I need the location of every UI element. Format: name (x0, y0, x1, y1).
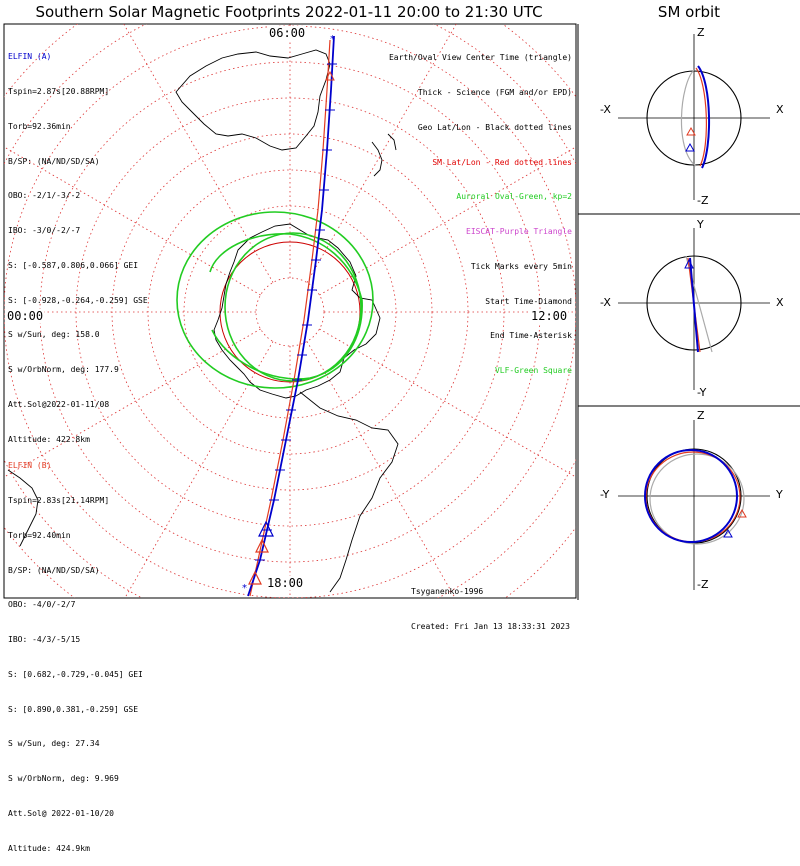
elfin-b-start-triangle (325, 70, 335, 81)
elfin-b-line: B/SP: (NA/ND/SD/SA) (8, 565, 100, 575)
sm-panel1-bottom-label: -Z (697, 194, 709, 207)
legend-item: Auroral Oval-Green, kp=2 (456, 192, 572, 202)
elfin-a-line: S: [-0.587,0.806,0.066] GEI (8, 260, 139, 270)
elfin-a-line: Altitude: 422.8km (8, 434, 90, 444)
mlt-label-bottom: 18:00 (266, 576, 305, 590)
sm-panel2-right-label: X (776, 296, 784, 309)
sm-panel-yz-elfin-a-orbit (644, 449, 738, 543)
elfin-b-line: IBO: -4/3/-5/15 (8, 635, 81, 645)
elfin-b-line: OBO: -4/0/-2/7 (8, 600, 76, 610)
sm-longitude-line (123, 24, 274, 283)
sm-longitude-line (306, 24, 457, 283)
elfin-a-line: Torb=92.36min (8, 121, 71, 131)
model-name: Tsyganenko-1996 (411, 587, 484, 597)
sm-panel-xz-elfin-b-orbit (695, 67, 707, 167)
sm-orbit-title: SM orbit (657, 3, 721, 21)
elfin-b-line: Att.Sol@ 2022-01-10/20 (8, 809, 114, 818)
south-america-coastline (299, 391, 399, 593)
elfin-b-end-triangle (248, 570, 262, 585)
track-tick-marks (255, 63, 337, 561)
elfin-b-name: ELFIN (B) (8, 461, 52, 471)
elfin-a-line: S w/OrbNorm, deg: 177.9 (8, 365, 119, 375)
new-zealand-coastline (371, 133, 397, 177)
elfin-a-line: B/SP: (NA/ND/SD/SA) (8, 156, 100, 166)
elfin-a-footprint-track (247, 35, 335, 597)
sm-panel3-left-label: -Y (600, 488, 610, 501)
elfin-b-line: Altitude: 424.9km (8, 843, 90, 853)
created-timestamp: Created: Fri Jan 13 18:33:31 2023 (411, 621, 570, 631)
sm-panel1-top-label: Z (697, 26, 705, 39)
australia-coastline (175, 49, 331, 151)
sm-panel1-left-label: -X (600, 103, 611, 116)
sm-panel1-right-label: X (776, 103, 784, 116)
footer: Tsyganenko-1996 Created: Fri Jan 13 18:3… (411, 563, 570, 644)
auroral-oval-mid (209, 233, 363, 380)
sm-panel3-right-label: Y (776, 488, 783, 501)
mlt-label-right: 12:00 (530, 309, 569, 323)
legend-item: Earth/Oval View Center Time (triangle) (388, 53, 572, 63)
sm-panel-xz-elfin-a-orbit (697, 65, 711, 169)
legend-item: End Time-Asterisk (490, 331, 572, 341)
elfin-a-line: S: [-0.928,-0.264,-0.259] GSE (8, 295, 148, 305)
plot-title: Southern Solar Magnetic Footprints 2022-… (35, 3, 543, 21)
elfin-a-line: Att.Sol@2022-01-11/08 (8, 400, 110, 409)
sm-longitude-line (319, 328, 576, 478)
elfin-b-line: S: [0.890,0.381,-0.259] GSE (8, 704, 139, 714)
sm-orbit-panel-yz (618, 420, 770, 590)
sm-panel2-left-label: -X (600, 296, 611, 309)
elfin-a-line: S w/Sun, deg: 158.0 (8, 330, 100, 340)
sm-panel-yz-earlier-orbit (649, 453, 745, 545)
elfin-b-line: S: [0.682,-0.729,-0.045] GEI (8, 669, 143, 679)
sm-longitude-line (306, 341, 456, 598)
legend-item: SM Lat/Lon - Red dotted lines (432, 157, 572, 167)
mlt-label-left: 00:00 (6, 309, 45, 323)
sm-panel-xz-earlier-orbit (680, 69, 697, 167)
sm-longitude-line (124, 341, 274, 598)
elfin-a-line: IBO: -3/0/-2/-7 (8, 226, 81, 236)
elfin-b-line: Torb=92.40min (8, 530, 71, 540)
elfin-a-view-center-triangle (258, 520, 274, 537)
elfin-b-line: S w/Sun, deg: 27.34 (8, 739, 100, 749)
legend-item: VLF-Green Square (494, 366, 572, 376)
elfin-b-line: Tspin=2.83s[21.14RPM] (8, 495, 110, 505)
legend-item: Geo Lat/Lon - Black dotted lines (417, 122, 572, 132)
auroral-oval-outer (176, 211, 374, 389)
elfin-a-start-asterisk: * (330, 34, 335, 45)
sm-longitude-line (319, 146, 576, 296)
sm-latitude-circle (255, 277, 325, 347)
auroral-oval-inner (224, 232, 362, 382)
mlt-label-top: 06:00 (268, 26, 307, 40)
elfin-a-line: OBO: -2/1/-3/-2 (8, 191, 81, 201)
legend-item: Start Time-Diamond (485, 296, 572, 306)
sm-orbit-panel-xy (618, 228, 770, 390)
sm-panel-xy-elfin-a-orbit (689, 257, 699, 353)
elfin-b-footprint-track (249, 39, 331, 597)
sm-longitude-line (4, 146, 261, 296)
sm-orbit-panel-xz (618, 34, 770, 200)
elfin-a-line: Tspin=2.87s[20.88RPM] (8, 86, 110, 96)
legend-item: EISCAT-Purple Triangle (466, 227, 572, 237)
sm-panel3-bottom-label: -Z (697, 578, 709, 591)
africa-coastline (7, 469, 39, 547)
elfin-a-name: ELFIN (A) (8, 52, 52, 62)
legend-item: Thick - Science (FGM and/or EPD) (417, 87, 572, 97)
sm-panel2-top-label: Y (697, 218, 704, 231)
sm-panel2-bottom-label: -Y (697, 386, 707, 399)
elfin-b-info: ELFIN (B) Tspin=2.83s[21.14RPM] Torb=92.… (8, 437, 143, 866)
legend-item: Tick Marks every 5min (470, 261, 572, 271)
elfin-b-view-center-triangle (255, 538, 269, 553)
elfin-a-info: ELFIN (A) Tspin=2.87s[20.88RPM] Torb=92.… (8, 28, 148, 457)
elfin-a-end-asterisk: * (242, 583, 247, 594)
sm-panel3-top-label: Z (697, 409, 705, 422)
elfin-b-line: S w/OrbNorm, deg: 9.969 (8, 774, 119, 784)
legend: Earth/Oval View Center Time (triangle) T… (389, 29, 572, 388)
